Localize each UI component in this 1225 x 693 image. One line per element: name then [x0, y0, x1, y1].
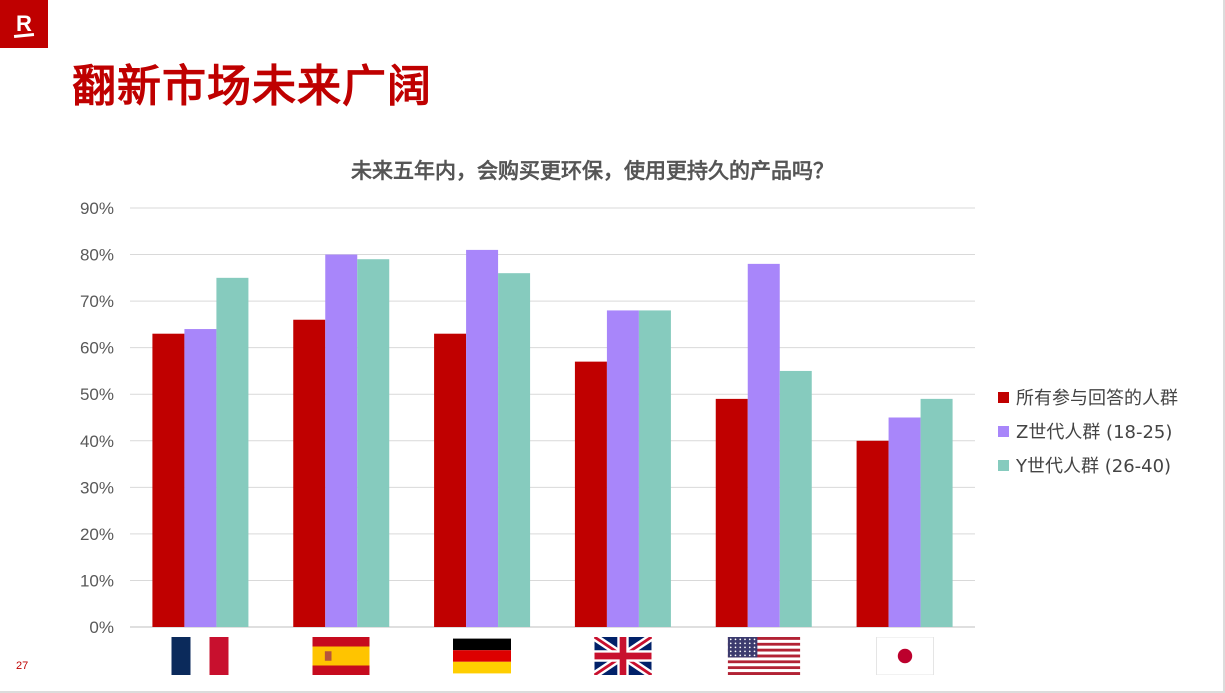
y-tick-label: 10% [80, 571, 114, 590]
flag-spain-icon [312, 637, 370, 675]
y-tick-label: 90% [80, 199, 114, 218]
bar [325, 254, 358, 628]
y-tick-label: 60% [80, 339, 114, 358]
y-tick-label: 70% [80, 292, 114, 311]
bar [184, 329, 217, 627]
flag-germany-icon [453, 637, 512, 675]
y-tick-label: 50% [80, 385, 114, 404]
legend-swatch [998, 425, 1009, 437]
legend-label: Z世代人群 (18-25) [1016, 422, 1173, 443]
bar [357, 259, 390, 627]
page-number: 27 [16, 660, 29, 672]
rakuten-logo: R [0, 0, 48, 48]
bar [498, 273, 531, 627]
legend-label: 所有参与回答的人群 [1016, 388, 1178, 409]
flag-uk-icon [593, 637, 652, 675]
bar [779, 370, 812, 627]
y-tick-label: 0% [89, 618, 114, 637]
chart-legend: 所有参与回答的人群 Z世代人群 (18-25) Y世代人群 (26-40) [998, 380, 1178, 482]
flag-japan-icon [875, 637, 934, 675]
flag-usa-icon [726, 637, 802, 675]
chart-title: 未来五年内，会购买更环保，使用更持久的产品吗？ [351, 159, 834, 183]
legend-swatch [998, 459, 1009, 471]
legend-swatch [998, 391, 1009, 403]
y-tick-label: 20% [80, 525, 114, 544]
logo-text: R [16, 11, 32, 36]
bar [888, 417, 921, 627]
bar [152, 333, 185, 627]
bar [434, 333, 467, 627]
bar [638, 310, 671, 627]
bar [293, 319, 326, 627]
bar [715, 398, 748, 627]
legend-item: Z世代人群 (18-25) [998, 414, 1178, 448]
bar [574, 361, 607, 627]
flag-france-icon [171, 637, 229, 675]
bar [466, 249, 499, 627]
bar [747, 263, 780, 627]
legend-item: 所有参与回答的人群 [998, 380, 1178, 414]
bar [216, 277, 249, 627]
legend-item: Y世代人群 (26-40) [998, 448, 1178, 482]
y-tick-label: 30% [80, 478, 114, 497]
y-tick-label: 40% [80, 432, 114, 451]
legend-label: Y世代人群 (26-40) [1016, 456, 1172, 477]
page-title: 翻新市场未来广阔 [72, 61, 432, 112]
bar [606, 310, 639, 627]
bar [920, 398, 953, 627]
bar [856, 440, 889, 627]
y-tick-label: 80% [80, 246, 114, 265]
